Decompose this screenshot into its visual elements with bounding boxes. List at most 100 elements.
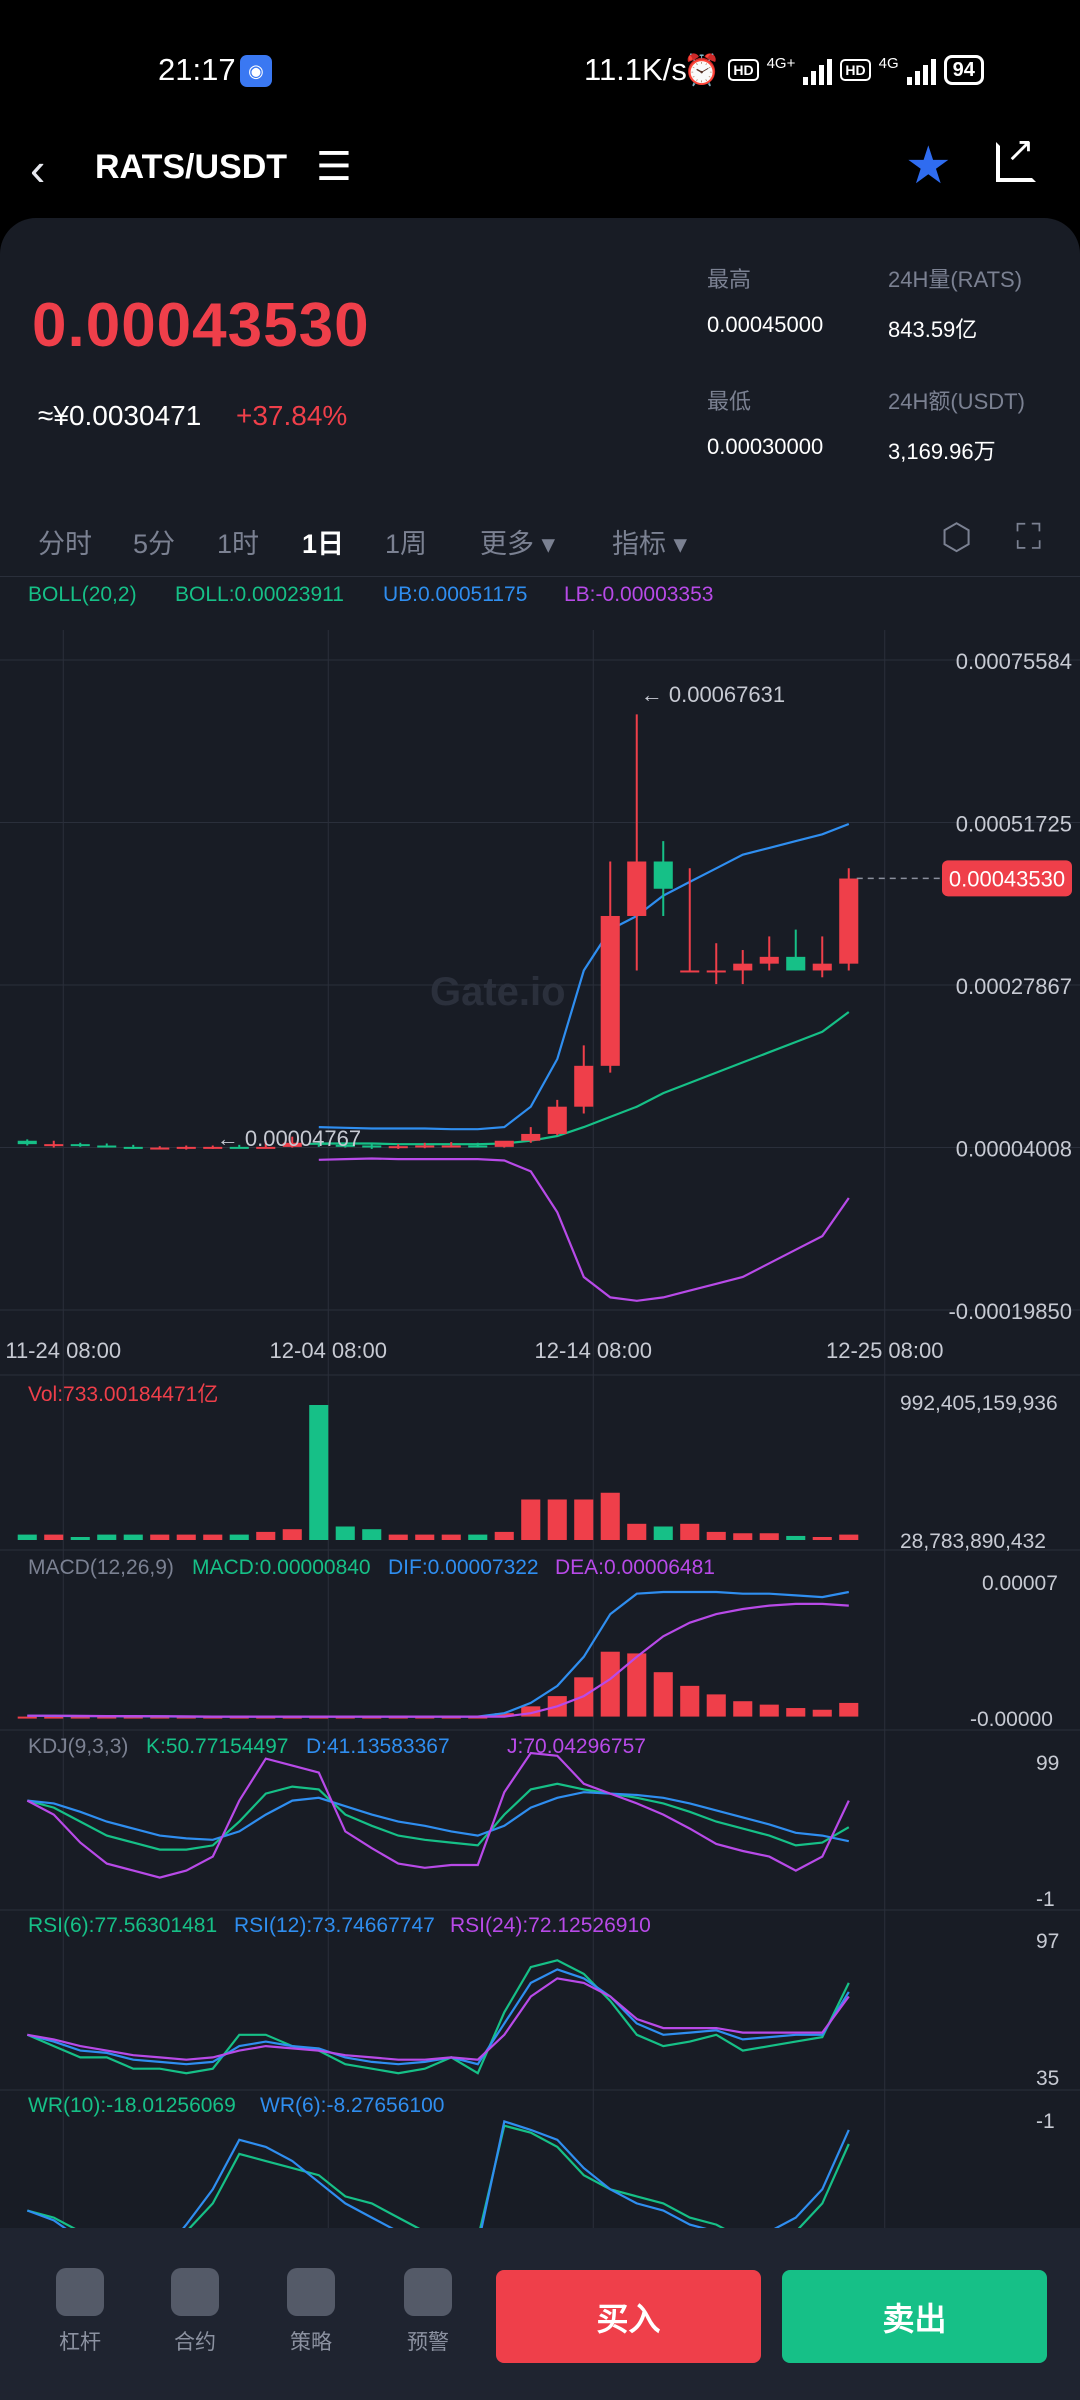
- macd-histogram-bar: [521, 1706, 541, 1717]
- current-price-tag: 0.00043530: [949, 866, 1065, 891]
- indicators-dropdown[interactable]: 指标 ▾: [612, 529, 688, 559]
- tab-timeframe-1w[interactable]: 1周: [385, 529, 428, 559]
- status-bar: 21:17 ◉ 11.1K/s ⏰ HD 4G+ HD 4G 94: [0, 0, 1080, 140]
- rsi6-value: RSI(6):77.56301481: [28, 1914, 218, 1937]
- rsi12-value: RSI(12):73.74667747: [234, 1914, 435, 1937]
- vol-indicator: Vol:733.00184471亿: [28, 1383, 219, 1406]
- candle-body: [229, 1146, 249, 1149]
- volume-bar: [653, 1526, 673, 1540]
- candle-body: [812, 963, 832, 971]
- macd-axis-min: -0.00000: [970, 1708, 1053, 1731]
- watermark: Gate.io: [430, 970, 566, 1014]
- macd-histogram-bar: [680, 1685, 700, 1717]
- last-price: 0.00043530: [32, 291, 370, 360]
- boll-lb-line: [318, 1157, 850, 1302]
- contract-button[interactable]: 合约: [155, 2268, 235, 2356]
- network-label-1: 4G+: [766, 54, 796, 72]
- volume-bar: [494, 1531, 514, 1540]
- signal-icon-2: [906, 55, 936, 85]
- settings-icon[interactable]: ⬡: [941, 516, 973, 557]
- candle-body: [388, 1146, 408, 1149]
- pair-title[interactable]: RATS/USDT: [95, 148, 288, 186]
- candle-body: [123, 1146, 143, 1149]
- volume-bar: [839, 1534, 859, 1540]
- leverage-button[interactable]: 杠杆: [40, 2268, 120, 2356]
- candle-body: [786, 956, 806, 971]
- wr6-line: [26, 2119, 850, 2230]
- star-icon[interactable]: ★: [905, 137, 952, 195]
- macd-histogram-bar: [839, 1702, 859, 1717]
- wr10-value: WR(10):-18.01256069: [28, 2094, 236, 2117]
- kdj-name: KDJ(9,3,3): [28, 1735, 129, 1758]
- volume-bar: [786, 1535, 806, 1540]
- sell-button[interactable]: 卖出: [782, 2270, 1047, 2363]
- alert-button[interactable]: 预警: [388, 2268, 468, 2356]
- low-value: 0.00030000: [707, 434, 824, 459]
- macd-histogram-bar: [812, 1709, 832, 1717]
- status-icons: ⏰ HD 4G+ HD 4G 94: [683, 52, 984, 88]
- macd-histogram-bar: [17, 1716, 37, 1719]
- macd-histogram-bar: [733, 1701, 753, 1717]
- candle-body: [176, 1146, 196, 1149]
- low-label: 最低: [707, 389, 752, 414]
- macd-histogram-bar: [150, 1716, 170, 1719]
- cny-price: ≈¥0.0030471: [38, 400, 202, 431]
- candle-body: [441, 1145, 461, 1148]
- candle-body: [468, 1145, 488, 1148]
- macd-histogram-bar: [627, 1653, 647, 1717]
- boll-lb: LB:-0.00003353: [564, 583, 714, 606]
- volume-bar: [362, 1529, 382, 1540]
- kdj-j-line: [26, 1751, 850, 1879]
- alarm-icon: ⏰: [683, 53, 721, 87]
- volume-bar: [706, 1531, 726, 1540]
- current-price-tag-bg: [942, 860, 1072, 897]
- buy-button[interactable]: 买入: [496, 2270, 761, 2363]
- list-icon[interactable]: ☰: [316, 145, 352, 189]
- vol-axis-min: 28,783,890,432: [900, 1530, 1046, 1553]
- candle-body: [415, 1145, 435, 1148]
- tab-timeframe-1h[interactable]: 1时: [217, 529, 260, 559]
- volume-bar: [680, 1523, 700, 1540]
- kline-chart[interactable]: Gate.io 0.00075584 0.00051725 0.00027867 0.0…: [0, 620, 1080, 2230]
- volume-bar: [547, 1499, 567, 1540]
- volume-bar: [176, 1534, 196, 1540]
- tab-timeframe-5m[interactable]: 5分: [133, 529, 176, 559]
- hd-badge-1: HD: [728, 59, 759, 81]
- contract-icon: [171, 2268, 219, 2316]
- candle-body: [97, 1145, 117, 1148]
- kdj-d-line: [27, 1791, 850, 1843]
- price-axis-label: -0.00019850: [948, 1299, 1072, 1324]
- candle-body: [574, 1065, 594, 1107]
- volume-bar: [468, 1534, 488, 1540]
- macd-histogram-bar: [706, 1694, 726, 1717]
- more-timeframes-dropdown[interactable]: 更多 ▾: [480, 529, 556, 559]
- strategy-button[interactable]: 策略: [271, 2268, 351, 2356]
- vol-axis-max: 992,405,159,936: [900, 1392, 1058, 1415]
- volume-bar: [70, 1537, 90, 1540]
- candle-body: [733, 963, 753, 971]
- kdj-d: D:41.13583367: [306, 1735, 450, 1758]
- kdj-k-line: [27, 1782, 850, 1851]
- share-icon[interactable]: [996, 130, 1036, 182]
- macd-axis-max: 0.00007: [982, 1572, 1058, 1595]
- high-label: 最高: [707, 267, 752, 292]
- candle-body: [521, 1133, 541, 1141]
- volume-bar: [203, 1534, 223, 1540]
- fullscreen-icon[interactable]: ⛶: [1016, 516, 1042, 557]
- cast-icon: ◉: [240, 55, 272, 87]
- candle-body: [282, 1142, 302, 1147]
- strategy-label: 策略: [290, 2331, 332, 2354]
- kdj-axis-max: 99: [1036, 1752, 1060, 1775]
- tab-timeframe-line[interactable]: 分时: [38, 529, 92, 559]
- chevron-left-icon[interactable]: ‹: [30, 143, 46, 195]
- rsi12-line: [27, 1968, 850, 2066]
- dea-value: DEA:0.00006481: [555, 1556, 715, 1579]
- candle-body: [759, 956, 779, 964]
- candle-body: [839, 878, 859, 964]
- dif-value: DIF:0.00007322: [388, 1556, 539, 1579]
- macd-histogram-bar: [70, 1716, 90, 1719]
- leverage-label: 杠杆: [59, 2331, 101, 2354]
- tab-timeframe-1d[interactable]: 1日: [302, 529, 345, 559]
- boll-mid-line: [318, 1011, 850, 1146]
- high-value: 0.00045000: [707, 312, 824, 337]
